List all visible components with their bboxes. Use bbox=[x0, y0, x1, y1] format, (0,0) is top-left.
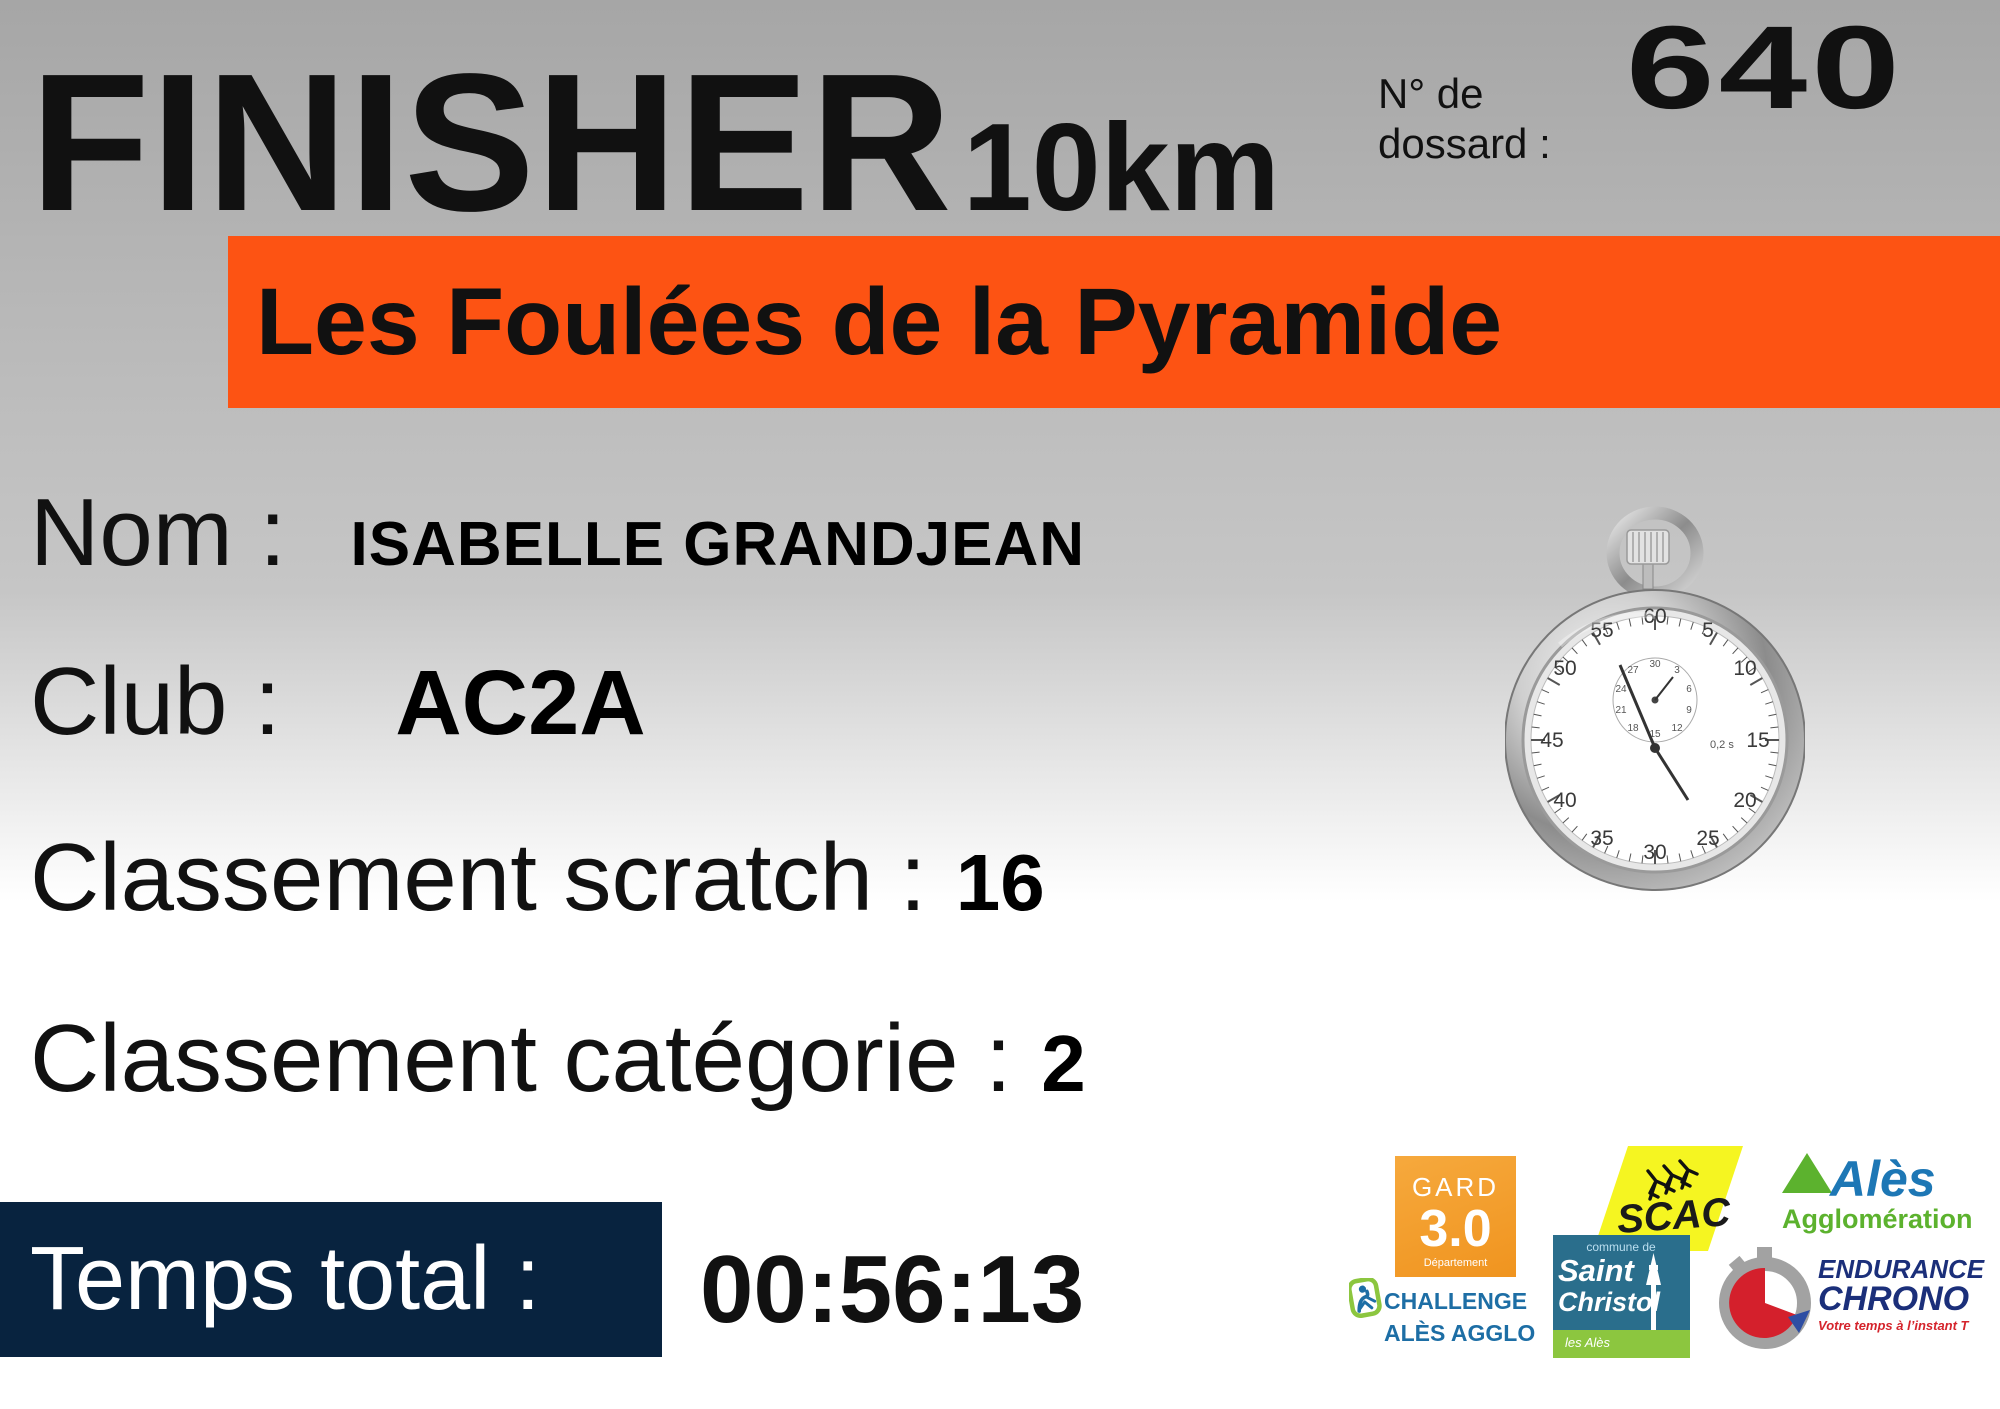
svg-text:Votre temps à l’instant T: Votre temps à l’instant T bbox=[1818, 1318, 1970, 1333]
svg-text:Alès: Alès bbox=[1828, 1151, 1936, 1207]
svg-text:les Alès: les Alès bbox=[1565, 1335, 1611, 1350]
svg-text:Christol: Christol bbox=[1558, 1287, 1661, 1317]
svg-text:ALÈS AGGLO: ALÈS AGGLO bbox=[1384, 1319, 1535, 1346]
svg-text:CHALLENGE: CHALLENGE bbox=[1384, 1288, 1527, 1314]
svg-text:Agglomération: Agglomération bbox=[1782, 1204, 1973, 1234]
svg-text:commune de: commune de bbox=[1586, 1240, 1656, 1254]
svg-text:Saint: Saint bbox=[1558, 1253, 1635, 1288]
svg-text:CHRONO: CHRONO bbox=[1818, 1280, 1969, 1318]
